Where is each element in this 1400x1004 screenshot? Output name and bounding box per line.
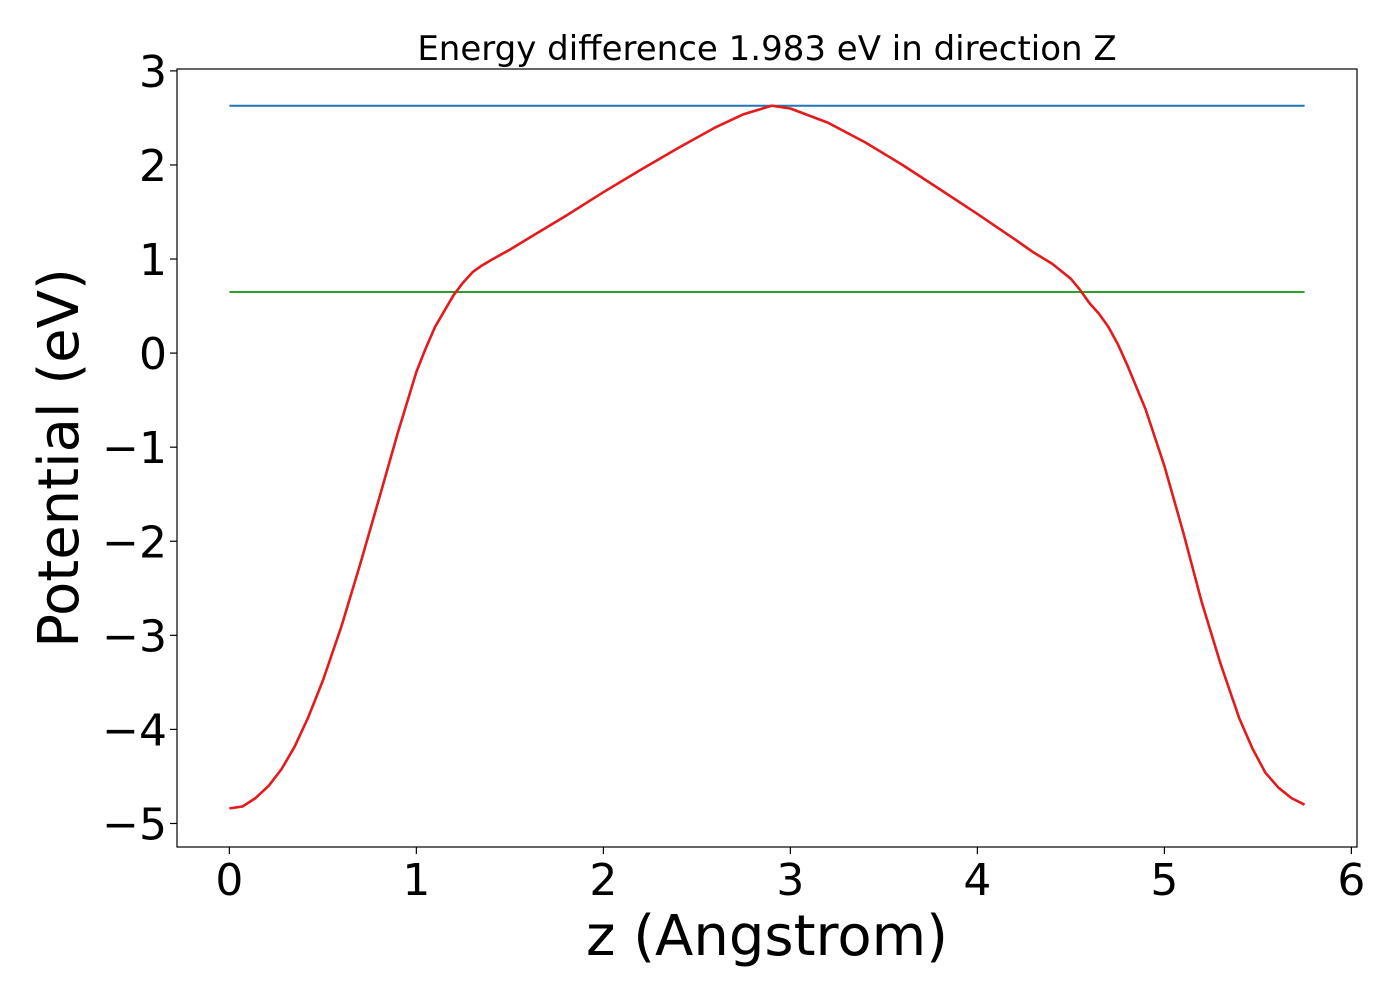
y-tick-label: 2 bbox=[139, 141, 167, 192]
plot-area: 0 1 2 3 4 5 6 −5 −4 −3 −2 −1 0 1 2 3 bbox=[102, 47, 1365, 906]
y-axis-label: Potential (eV) bbox=[27, 268, 92, 648]
y-tick-label: −5 bbox=[102, 799, 167, 850]
y-tick-label: −4 bbox=[102, 705, 167, 756]
x-tick-label: 4 bbox=[963, 855, 991, 906]
y-tick-label: −3 bbox=[102, 611, 167, 662]
y-tick-label: 1 bbox=[139, 235, 167, 286]
x-tick-label: 1 bbox=[402, 855, 430, 906]
chart-title: Energy difference 1.983 eV in direction … bbox=[417, 29, 1116, 69]
y-tick-label: −1 bbox=[102, 423, 167, 474]
x-axis-label: z (Angstrom) bbox=[586, 904, 948, 969]
y-tick-label: −2 bbox=[102, 517, 167, 568]
x-tick-label: 6 bbox=[1337, 855, 1365, 906]
y-tick-label: 0 bbox=[139, 329, 167, 380]
x-tick-label: 0 bbox=[215, 855, 243, 906]
y-tick-label: 3 bbox=[139, 47, 167, 98]
plot-frame bbox=[176, 68, 1358, 848]
x-tick-label: 3 bbox=[776, 855, 804, 906]
x-tick-label: 2 bbox=[589, 855, 617, 906]
series-line-3 bbox=[229, 104, 1306, 810]
x-tick-label: 5 bbox=[1150, 855, 1178, 906]
